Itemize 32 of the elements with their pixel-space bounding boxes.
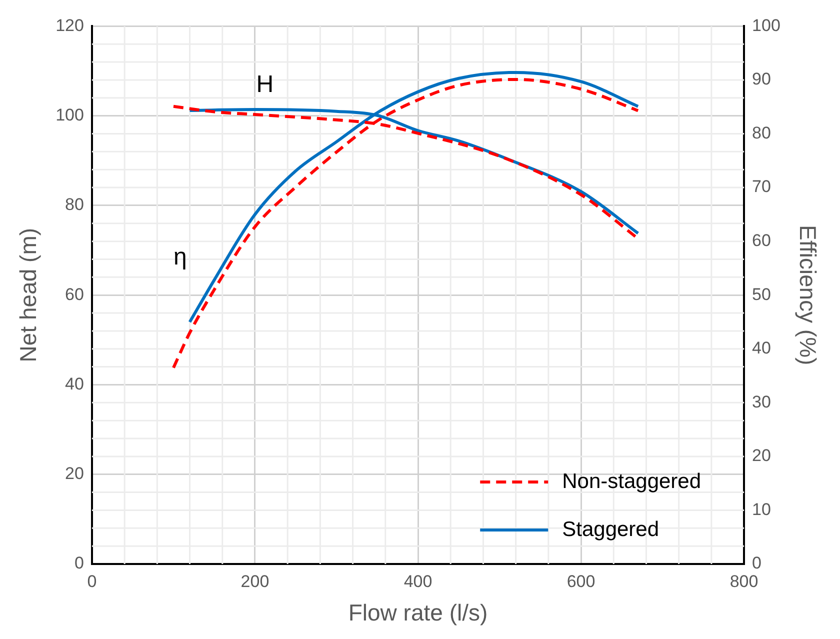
y-tick-label: 20 xyxy=(65,464,84,484)
x-tick-label: 800 xyxy=(730,572,758,591)
y-tick-label: 60 xyxy=(65,284,84,304)
legend-label: Non-staggered xyxy=(562,470,702,493)
y2-tick-label: 70 xyxy=(752,177,771,196)
line-series xyxy=(172,78,640,370)
y2-tick-label: 50 xyxy=(752,284,771,304)
y-tick-label: 80 xyxy=(65,195,84,214)
x-tick-label: 200 xyxy=(240,572,270,591)
y-tick-label: 100 xyxy=(56,106,84,125)
legend-label: Staggered xyxy=(562,518,660,541)
y2-tick-label: 10 xyxy=(752,500,771,519)
y-tick-label: 120 xyxy=(56,16,84,35)
y2-tick-label: 30 xyxy=(752,392,771,412)
x-axis-title: Flow rate (l/s) xyxy=(348,600,488,626)
y2-tick-label: 20 xyxy=(752,446,771,466)
x-tick-label: 400 xyxy=(404,572,432,591)
y-axis-title: Net head (m) xyxy=(15,228,42,362)
y2-tick-label: 60 xyxy=(752,231,771,250)
annotation: η xyxy=(174,244,187,271)
line-series xyxy=(188,70,640,324)
y2-tick-label: 0 xyxy=(752,554,762,573)
x-tick-label: 600 xyxy=(566,572,596,591)
y-tick-label: 0 xyxy=(74,554,84,573)
y2-tick-label: 80 xyxy=(752,123,771,142)
y2-tick-label: 90 xyxy=(752,70,771,89)
y2-tick-label: 100 xyxy=(752,16,780,35)
x-tick-label: 0 xyxy=(87,572,97,591)
y2-axis-title: Efficiency (%) xyxy=(794,225,821,366)
y2-tick-label: 40 xyxy=(752,338,771,358)
y-tick-label: 40 xyxy=(65,374,84,394)
annotation: H xyxy=(256,71,274,98)
